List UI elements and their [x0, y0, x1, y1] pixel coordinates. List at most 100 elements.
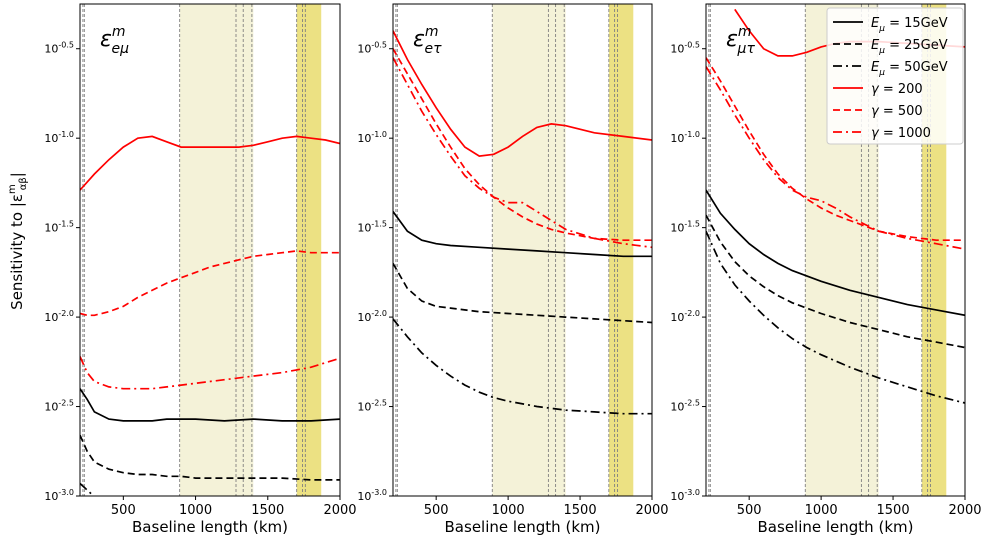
- x-tick: 1000: [179, 496, 212, 518]
- x-tick-label: 1500: [564, 503, 597, 518]
- y-tick-label: 10-1.5: [357, 220, 387, 235]
- legend: Eμ = 15GeV Eμ = 25GeV Eμ = 50GeV γ = 200 γ =…: [826, 7, 964, 145]
- y-tick: 10-1.5: [44, 220, 80, 235]
- series-line-2: [393, 262, 652, 324]
- x-tick: 500: [737, 496, 762, 518]
- y-tick-label: 10-3.0: [670, 488, 700, 503]
- y-tick-label: 10-2.0: [357, 309, 387, 324]
- series-line-4: [393, 30, 652, 157]
- y-tick-label: 10-3.0: [44, 488, 74, 503]
- x-tick-label: 1000: [805, 503, 838, 518]
- series-line-6: [80, 356, 340, 390]
- x-tick-label: 1500: [251, 503, 284, 518]
- series-line-1: [80, 388, 340, 422]
- y-tick-label: 10-0.5: [670, 41, 700, 56]
- plot-frame: [79, 3, 341, 497]
- legend-entry: Eμ = 15GeV: [833, 16, 948, 34]
- x-tick: 500: [111, 496, 136, 518]
- y-tick: 10-2.0: [44, 309, 80, 324]
- series-line-6: [393, 57, 652, 249]
- x-tick-label: 1000: [179, 503, 212, 518]
- y-tick-label: 10-1.0: [357, 130, 387, 145]
- y-tick: 10-0.5: [357, 41, 393, 56]
- legend-label: Eμ = 25GeV: [871, 38, 948, 56]
- x-tick: 2000: [948, 496, 982, 518]
- x-tick-label: 1000: [492, 503, 525, 518]
- y-tick: 10-2.0: [670, 309, 706, 324]
- y-tick: 10-2.5: [670, 399, 706, 414]
- y-tick-label: 10-2.5: [670, 399, 700, 414]
- x-tick-label: 500: [111, 503, 136, 518]
- series-line-1: [706, 189, 965, 317]
- series-line-3: [706, 230, 965, 404]
- panel-title: εm eτ: [413, 24, 442, 57]
- panel-title: εm eμ: [100, 24, 129, 57]
- y-tick: 10-1.0: [670, 130, 706, 145]
- x-tick-label: 2000: [948, 503, 981, 518]
- y-tick: 10-1.5: [670, 220, 706, 235]
- x-tick: 2000: [323, 496, 357, 518]
- y-tick-label: 10-0.5: [357, 41, 387, 56]
- series-line-5: [80, 250, 340, 317]
- legend-label: Eμ = 15GeV: [871, 16, 948, 34]
- y-tick-label: 10-3.0: [357, 488, 387, 503]
- series-line-5: [706, 57, 965, 242]
- y-tick: 10-0.5: [670, 41, 706, 56]
- x-tick: 1000: [805, 496, 838, 518]
- x-tick: 1500: [251, 496, 284, 518]
- y-tick: 10-1.0: [357, 130, 393, 145]
- y-tick-label: 10-1.5: [44, 220, 74, 235]
- plot-frame: [705, 3, 966, 497]
- y-tick-label: 10-1.0: [44, 130, 74, 145]
- legend-label: γ = 200: [871, 82, 923, 97]
- y-tick-label: 10-2.5: [44, 399, 74, 414]
- baseline-band-1: [179, 4, 254, 496]
- x-tick-label: 1500: [877, 503, 910, 518]
- y-tick: 10-3.0: [670, 488, 706, 503]
- y-tick: 10-2.5: [44, 399, 80, 414]
- x-axis-label: Baseline length (km): [758, 518, 914, 536]
- x-tick-label: 2000: [635, 503, 668, 518]
- series-line-3: [393, 318, 652, 415]
- x-axis-label: Baseline length (km): [132, 518, 288, 536]
- y-axis-label: Sensitivity to |εmαβ|: [7, 172, 29, 310]
- x-tick: 2000: [635, 496, 669, 518]
- y-tick: 10-3.0: [357, 488, 393, 503]
- x-tick-label: 500: [737, 503, 762, 518]
- baseline-band-2: [608, 4, 634, 496]
- legend-entry: Eμ = 25GeV: [833, 38, 948, 56]
- x-tick-label: 500: [424, 503, 449, 518]
- legend-entry: Eμ = 50GeV: [833, 60, 948, 78]
- legend-label: γ = 1000: [871, 126, 931, 141]
- y-tick: 10-2.5: [357, 399, 393, 414]
- legend-label: γ = 500: [871, 104, 923, 119]
- x-axis-label: Baseline length (km): [445, 518, 601, 536]
- series-line-5: [393, 48, 652, 242]
- series-line-2: [80, 434, 340, 481]
- y-tick: 10-2.0: [357, 309, 393, 324]
- series-line-6: [706, 66, 965, 250]
- plot-frame: [392, 3, 653, 497]
- x-tick: 1500: [877, 496, 910, 518]
- series-line-4: [80, 135, 340, 191]
- legend-entry: γ = 1000: [833, 126, 931, 141]
- y-tick-label: 10-1.5: [670, 220, 700, 235]
- x-tick-label: 2000: [323, 503, 356, 518]
- legend-entry: γ = 500: [833, 104, 923, 119]
- y-tick: 10-1.5: [357, 220, 393, 235]
- y-tick-label: 10-0.5: [44, 41, 74, 56]
- y-tick-label: 10-2.5: [357, 399, 387, 414]
- legend-label: Eμ = 50GeV: [871, 60, 948, 78]
- x-tick: 1500: [564, 496, 597, 518]
- y-tick-label: 10-1.0: [670, 130, 700, 145]
- y-tick-label: 10-2.0: [44, 309, 74, 324]
- panel-1: 500 1000 1500 2000 10-0.5 10-1.0 10-1.5 10-2.0 1…: [44, 3, 357, 536]
- y-tick: 10-1.0: [44, 130, 80, 145]
- y-tick: 10-0.5: [44, 41, 80, 56]
- y-tick: 10-3.0: [44, 488, 80, 503]
- series-line-2: [706, 214, 965, 349]
- series-line-3: [80, 482, 95, 496]
- panel-2: 500 1000 1500 2000 10-0.5 10-1.0 10-1.5 10-2.0 1…: [357, 3, 669, 536]
- series-line-1: [393, 210, 652, 258]
